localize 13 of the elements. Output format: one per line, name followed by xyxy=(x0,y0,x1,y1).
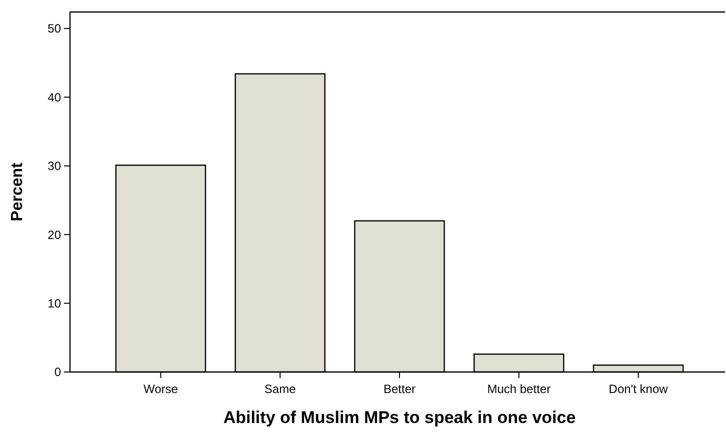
x-tick-label: Much better xyxy=(487,382,551,396)
x-axis-title: Ability of Muslim MPs to speak in one voice xyxy=(223,408,576,427)
y-tick-label: 0 xyxy=(54,365,62,380)
y-tick-label: 10 xyxy=(48,296,62,310)
y-axis-title: Percent xyxy=(9,162,26,222)
x-tick-label: Don't know xyxy=(608,382,668,396)
x-tick-label: Better xyxy=(383,382,416,396)
x-tick-label: Same xyxy=(264,382,296,396)
y-tick-label: 20 xyxy=(48,228,62,242)
x-tick-label: Worse xyxy=(143,382,178,396)
y-tick-label: 30 xyxy=(48,159,62,174)
y-tick-label: 40 xyxy=(48,90,62,104)
y-tick-label: 50 xyxy=(48,22,62,36)
